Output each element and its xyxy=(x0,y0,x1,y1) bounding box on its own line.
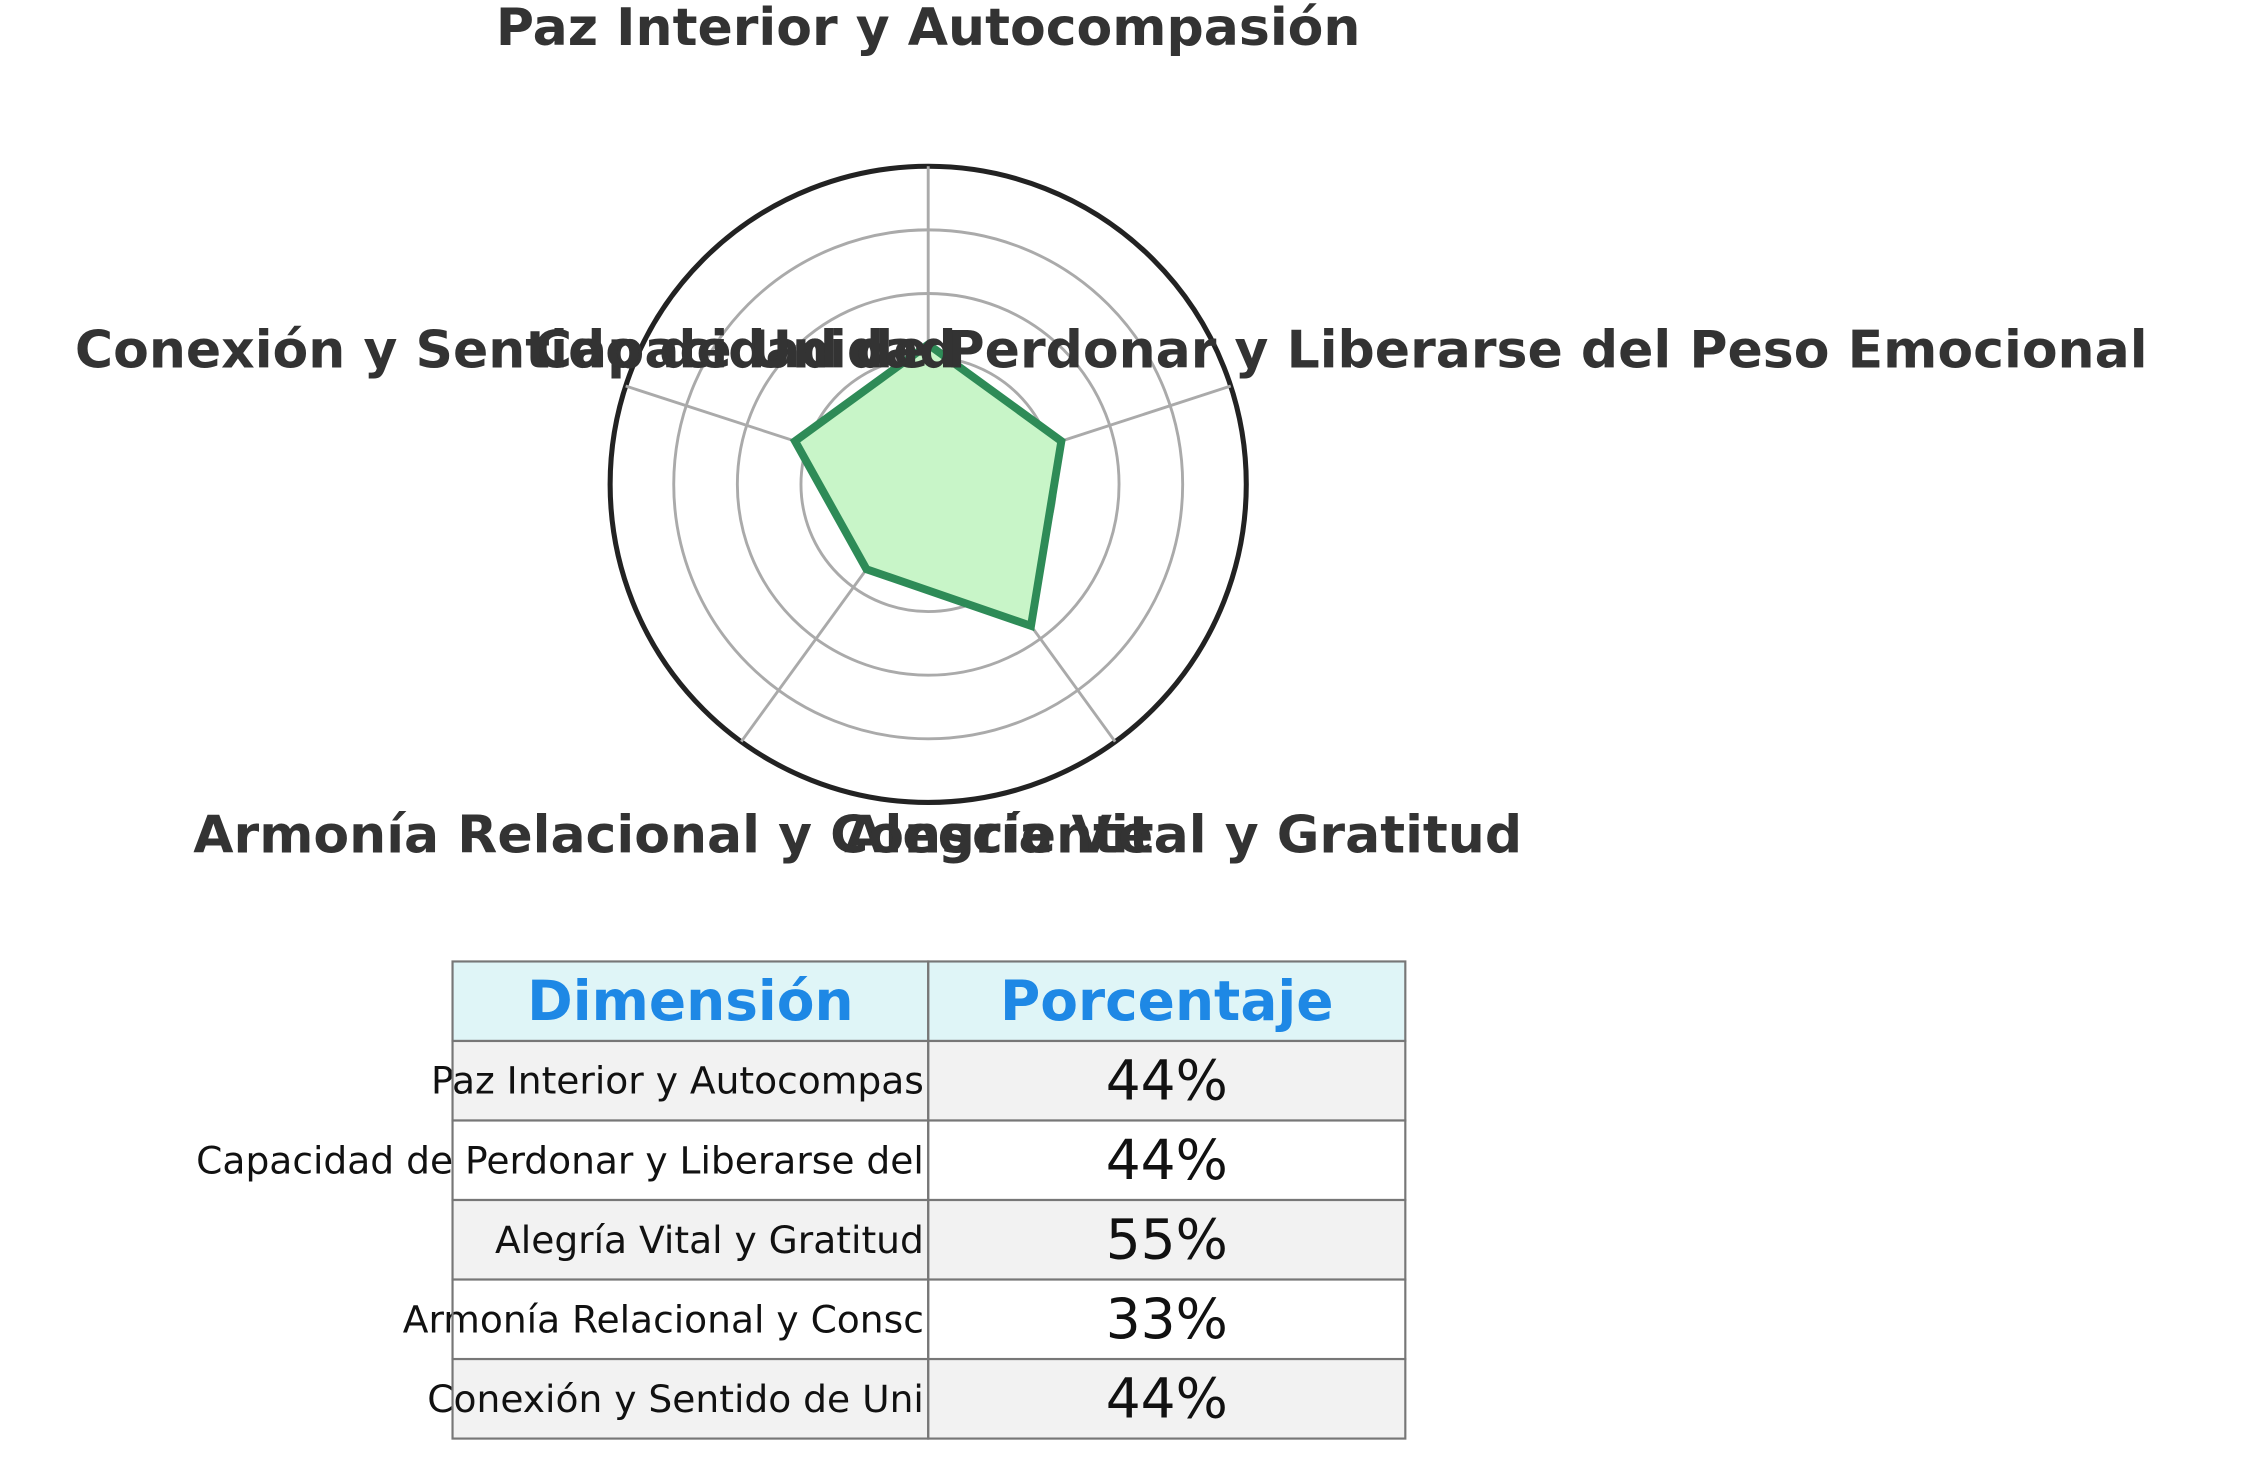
radar-axis-label: Armonía Relacional y Consciente xyxy=(193,806,1153,866)
table-dimension-cell: Paz Interior y Autocompas xyxy=(431,1059,924,1103)
table-percent-cell: 55% xyxy=(1106,1208,1228,1272)
radar-axis-label: Alegría Vital y Gratitud xyxy=(844,806,1522,866)
radar-axis-label: Capacidad de Perdonar y Liberarse del Pe… xyxy=(534,321,2148,381)
radar-axis-label: Conexión y Sentido de Unidad xyxy=(75,321,957,381)
radar-chart: Paz Interior y Autocompasión Capacidad de… xyxy=(75,0,2148,866)
table-dimension-cell: Armonía Relacional y Consc xyxy=(403,1297,924,1341)
radar-axis-label: Paz Interior y Autocompasión xyxy=(496,0,1361,58)
radar-series-polygon xyxy=(789,339,1066,632)
data-table: Dimensión Porcentaje Paz Interior y Autoco… xyxy=(196,960,1407,1440)
table-header-cell: Dimensión xyxy=(527,969,853,1033)
table-cell-border xyxy=(927,1357,1407,1440)
table-dimension-cell: Conexión y Sentido de Uni xyxy=(427,1377,924,1421)
table-percent-cell: 44% xyxy=(1106,1367,1228,1431)
table-percent-cell: 44% xyxy=(1106,1049,1228,1113)
table-dimension-cell: Capacidad de Perdonar y Liberarse del xyxy=(196,1138,924,1182)
table-percent-cell: 44% xyxy=(1106,1128,1228,1192)
table-percent-cell: 33% xyxy=(1106,1287,1228,1351)
table-dimension-cell: Alegría Vital y Gratitud xyxy=(495,1218,924,1262)
table-header-cell: Porcentaje xyxy=(1000,969,1333,1033)
